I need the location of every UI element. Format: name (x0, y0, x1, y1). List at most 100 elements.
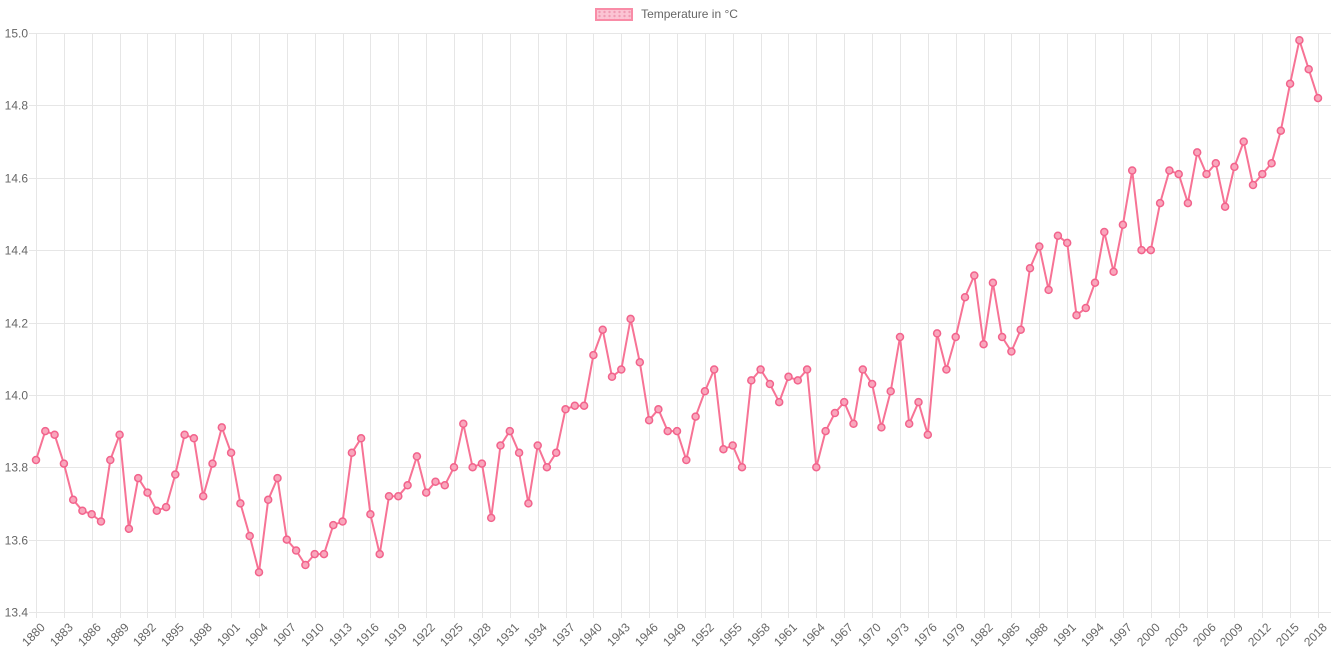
data-point[interactable] (524, 499, 533, 508)
data-point[interactable] (979, 339, 988, 349)
data-point[interactable] (617, 365, 626, 374)
data-point[interactable] (68, 495, 78, 505)
data-point[interactable] (1239, 137, 1248, 146)
data-point[interactable] (1062, 238, 1072, 248)
data-point[interactable] (245, 531, 254, 541)
data-point[interactable] (133, 473, 143, 483)
data-point[interactable] (1007, 347, 1016, 356)
data-point[interactable] (1295, 35, 1304, 45)
data-point[interactable] (635, 358, 645, 367)
data-point[interactable] (301, 560, 310, 570)
data-point[interactable] (31, 455, 41, 465)
data-point[interactable] (1304, 64, 1313, 74)
data-point[interactable] (1174, 169, 1183, 179)
data-point[interactable] (87, 510, 96, 519)
data-point[interactable] (226, 448, 236, 458)
data-point[interactable] (561, 405, 570, 414)
data-point[interactable] (384, 491, 394, 501)
data-point[interactable] (50, 430, 59, 439)
data-point[interactable] (821, 426, 830, 436)
data-point[interactable] (180, 430, 189, 439)
data-point[interactable] (78, 506, 87, 515)
data-point[interactable] (774, 397, 784, 407)
data-point[interactable] (867, 379, 877, 389)
data-point[interactable] (1044, 285, 1053, 295)
data-point[interactable] (319, 549, 329, 559)
data-point[interactable] (672, 426, 682, 436)
data-point[interactable] (486, 513, 496, 523)
data-point[interactable] (765, 379, 775, 389)
data-point[interactable] (1072, 311, 1081, 320)
data-point[interactable] (1267, 159, 1276, 168)
data-point[interactable] (895, 332, 905, 342)
data-point[interactable] (942, 365, 951, 374)
data-point[interactable] (598, 325, 607, 334)
data-point[interactable] (1276, 126, 1286, 135)
data-point[interactable] (914, 397, 923, 407)
legend-item[interactable]: Temperature in °C (0, 7, 1333, 21)
data-point[interactable] (449, 462, 459, 472)
data-point[interactable] (1155, 198, 1165, 208)
data-point[interactable] (440, 481, 450, 490)
data-point[interactable] (682, 455, 691, 465)
data-point[interactable] (505, 426, 515, 436)
data-point[interactable] (542, 462, 552, 472)
data-point[interactable] (700, 387, 710, 396)
data-point[interactable] (784, 372, 793, 382)
data-point[interactable] (960, 292, 970, 302)
data-point[interactable] (189, 434, 199, 443)
data-point[interactable] (1090, 278, 1100, 287)
data-point[interactable] (1016, 325, 1025, 334)
data-point[interactable] (338, 517, 347, 526)
data-point[interactable] (291, 546, 301, 555)
data-point[interactable] (468, 462, 477, 472)
data-point[interactable] (1313, 93, 1323, 103)
data-point[interactable] (310, 549, 319, 559)
data-point[interactable] (607, 372, 617, 382)
data-point[interactable] (152, 506, 162, 515)
data-point[interactable] (106, 455, 115, 465)
data-point[interactable] (459, 419, 468, 429)
data-point[interactable] (356, 434, 366, 443)
data-point[interactable] (886, 387, 895, 396)
data-point[interactable] (1230, 162, 1239, 172)
data-point[interactable] (1035, 242, 1044, 251)
data-point[interactable] (41, 426, 50, 436)
data-point[interactable] (644, 415, 654, 425)
data-point[interactable] (570, 401, 580, 410)
data-point[interactable] (663, 426, 672, 436)
data-point[interactable] (59, 459, 69, 468)
data-point[interactable] (626, 314, 635, 324)
data-point[interactable] (858, 365, 868, 374)
data-point[interactable] (589, 350, 598, 360)
data-point[interactable] (1025, 263, 1035, 273)
data-point[interactable] (198, 491, 208, 501)
data-point[interactable] (877, 423, 886, 432)
data-point[interactable] (970, 271, 979, 280)
data-point[interactable] (951, 332, 960, 342)
data-point[interactable] (124, 524, 134, 534)
data-point[interactable] (1211, 159, 1221, 168)
data-point[interactable] (719, 444, 728, 454)
data-point[interactable] (217, 423, 227, 432)
data-point[interactable] (654, 405, 663, 414)
data-point[interactable] (1220, 202, 1230, 211)
data-point[interactable] (375, 549, 384, 559)
data-point[interactable] (728, 441, 737, 450)
data-point[interactable] (802, 365, 812, 374)
data-point[interactable] (412, 452, 422, 461)
data-point[interactable] (282, 535, 292, 544)
data-point[interactable] (394, 491, 403, 501)
data-point[interactable] (477, 459, 487, 468)
data-point[interactable] (1081, 303, 1091, 313)
data-point[interactable] (403, 481, 412, 490)
data-point[interactable] (254, 567, 264, 577)
data-point[interactable] (793, 376, 803, 385)
data-point[interactable] (1127, 166, 1137, 175)
data-point[interactable] (1118, 220, 1128, 230)
data-point[interactable] (329, 520, 338, 530)
data-point[interactable] (1137, 245, 1146, 255)
data-point[interactable] (997, 332, 1007, 342)
data-point[interactable] (747, 376, 756, 385)
